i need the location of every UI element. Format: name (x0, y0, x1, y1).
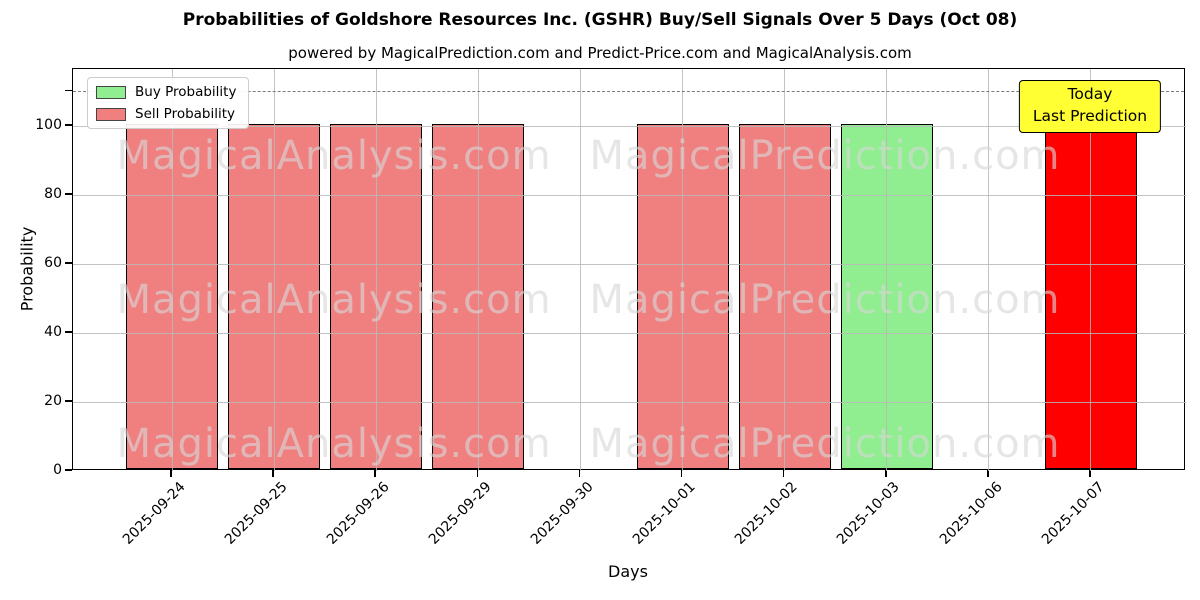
watermark-text: MagicalAnalysis.com (116, 133, 552, 179)
x-axis-label: Days (608, 562, 648, 581)
gridline-horizontal (73, 401, 1186, 403)
gridline-horizontal (73, 194, 1186, 196)
x-tick (987, 470, 989, 477)
legend-item: Buy Probability (96, 84, 236, 100)
y-tick-minor (65, 89, 72, 92)
x-tick-label: 2025-09-24 (119, 479, 189, 548)
y-tick-label: 60 (44, 254, 62, 271)
y-tick-label: 20 (44, 392, 62, 409)
threshold-dashed-line (73, 91, 1184, 93)
legend-item: Sell Probability (96, 106, 236, 122)
gridline-vertical (988, 69, 990, 471)
x-tick (680, 470, 683, 477)
y-tick-label: 80 (44, 185, 62, 202)
chart-title: Probabilities of Goldshore Resources Inc… (182, 10, 1018, 30)
legend-swatch-icon (96, 85, 126, 99)
x-tick (170, 470, 172, 477)
watermark-text: MagicalPrediction.com (589, 421, 1061, 467)
y-tick (65, 331, 72, 333)
gridline-vertical (579, 69, 581, 471)
gridline-vertical (784, 69, 786, 471)
x-tick (374, 470, 376, 477)
y-tick (65, 193, 72, 195)
x-tick (578, 470, 581, 477)
legend-swatch-icon (96, 107, 126, 121)
gridline-vertical (375, 69, 377, 471)
gridline-horizontal (73, 125, 1186, 127)
y-tick (65, 262, 72, 264)
gridline-horizontal (73, 332, 1186, 334)
gridline-vertical (1090, 69, 1092, 471)
gridline-vertical (886, 69, 888, 471)
watermark-text: MagicalAnalysis.com (116, 277, 552, 323)
annotation-line: Last Prediction (1032, 107, 1148, 126)
y-tick (65, 469, 72, 471)
x-tick (885, 470, 887, 477)
y-tick-label: 40 (44, 323, 62, 340)
x-tick-label: 2025-10-07 (1038, 479, 1108, 548)
gridline-vertical (273, 69, 275, 471)
y-tick (65, 124, 72, 126)
gridline-vertical (477, 69, 479, 471)
gridline-vertical (682, 69, 684, 471)
watermark-text: MagicalPrediction.com (589, 133, 1061, 179)
x-tick-label: 2025-09-26 (323, 479, 393, 548)
x-tick-label: 2025-09-25 (221, 479, 291, 548)
x-tick-label: 2025-09-29 (425, 479, 495, 548)
y-tick (65, 400, 72, 402)
x-tick-label: 2025-09-30 (527, 479, 597, 548)
watermark-text: MagicalAnalysis.com (116, 421, 552, 467)
x-tick (476, 470, 479, 477)
legend-item-label: Sell Probability (135, 106, 236, 122)
x-tick-label: 2025-10-01 (630, 479, 699, 548)
x-tick-label: 2025-10-06 (936, 479, 1006, 548)
chart-subtitle: powered by MagicalPrediction.com and Pre… (288, 44, 912, 62)
y-tick-label: 0 (53, 462, 62, 478)
x-tick-label: 2025-10-02 (732, 479, 801, 548)
legend-item-label: Buy Probability (135, 84, 237, 100)
x-tick-label: 2025-10-03 (834, 479, 904, 548)
gridline-horizontal (73, 263, 1186, 265)
annotation-line: Today (1067, 85, 1113, 103)
x-tick (782, 470, 785, 477)
y-tick-label: 100 (35, 116, 62, 133)
x-tick (272, 470, 274, 477)
plot-area (72, 68, 1186, 471)
today-annotation: Today Last Prediction (1018, 80, 1162, 133)
gridline-vertical (171, 69, 173, 471)
watermark-text: MagicalPrediction.com (589, 277, 1061, 323)
x-tick (1089, 470, 1091, 477)
legend: Buy Probability Sell Probability (87, 77, 250, 129)
